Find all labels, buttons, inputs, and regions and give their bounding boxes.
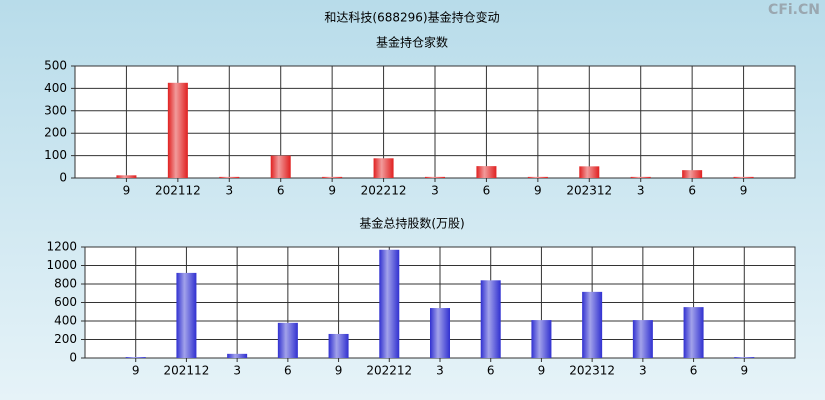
bar <box>125 357 146 358</box>
bar <box>167 82 188 178</box>
x-tick-label: 9 <box>534 184 542 198</box>
bar <box>430 308 450 358</box>
x-tick-label: 3 <box>637 184 645 198</box>
bar <box>630 176 651 178</box>
bar <box>733 176 754 178</box>
x-tick-label: 3 <box>436 364 444 378</box>
x-tick-label: 202112 <box>155 184 201 198</box>
x-tick-label: 202212 <box>361 184 407 198</box>
y-tick-label: 0 <box>69 351 77 365</box>
bar <box>682 170 703 178</box>
x-tick-label: 9 <box>123 184 131 198</box>
bar <box>379 249 400 358</box>
x-tick-label: 202312 <box>569 364 615 378</box>
x-tick-label: 6 <box>284 364 292 378</box>
y-tick-label: 200 <box>44 126 67 140</box>
bar <box>322 176 343 178</box>
bar <box>527 176 548 178</box>
x-tick-label: 3 <box>233 364 241 378</box>
bar <box>373 158 394 178</box>
bar <box>531 320 552 358</box>
y-tick-label: 300 <box>44 103 67 117</box>
bar <box>476 166 497 178</box>
bar <box>116 175 137 178</box>
chart-title: 和达科技(688296)基金持仓变动 <box>324 10 499 25</box>
x-tick-label: 9 <box>740 184 748 198</box>
x-tick-label: 9 <box>740 364 748 378</box>
x-tick-label: 9 <box>538 364 546 378</box>
bar <box>277 322 298 358</box>
bar <box>219 176 240 178</box>
y-tick-label: 200 <box>54 332 77 346</box>
x-tick-label: 9 <box>328 184 336 198</box>
bar <box>425 176 445 178</box>
y-tick-label: 600 <box>54 295 77 309</box>
y-tick-label: 800 <box>54 277 77 291</box>
y-tick-label: 1200 <box>46 240 77 254</box>
x-tick-label: 3 <box>639 364 647 378</box>
x-tick-label: 202112 <box>164 364 210 378</box>
y-tick-label: 400 <box>54 314 77 328</box>
x-tick-label: 9 <box>132 364 140 378</box>
subplot-title: 基金总持股数(万股) <box>359 216 464 231</box>
bar <box>227 353 248 358</box>
y-tick-label: 100 <box>44 148 67 162</box>
y-tick-label: 400 <box>44 81 67 95</box>
x-tick-label: 9 <box>335 364 343 378</box>
bar <box>582 291 603 358</box>
x-tick-label: 6 <box>487 364 495 378</box>
bar <box>176 272 197 358</box>
bar <box>632 320 653 358</box>
x-tick-label: 6 <box>688 184 696 198</box>
x-tick-label: 3 <box>431 184 439 198</box>
y-tick-label: 0 <box>59 171 67 185</box>
subplot-title: 基金持仓家数 <box>376 35 448 50</box>
bar <box>328 333 349 358</box>
x-tick-label: 3 <box>225 184 233 198</box>
x-tick-label: 202212 <box>366 364 412 378</box>
bar <box>683 307 704 358</box>
bar <box>579 166 600 178</box>
bar <box>734 357 755 358</box>
x-tick-label: 202312 <box>566 184 612 198</box>
watermark: CFi.CN <box>768 2 820 18</box>
x-tick-label: 6 <box>483 184 491 198</box>
y-tick-label: 500 <box>44 59 67 73</box>
bar <box>480 280 501 358</box>
x-tick-label: 6 <box>277 184 285 198</box>
bar <box>270 155 291 178</box>
y-tick-label: 1000 <box>46 258 77 272</box>
x-tick-label: 6 <box>690 364 698 378</box>
